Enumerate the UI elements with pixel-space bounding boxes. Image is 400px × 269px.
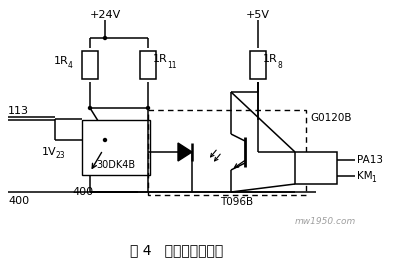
Text: +5V: +5V xyxy=(246,10,270,20)
Text: 400: 400 xyxy=(8,196,29,206)
Text: 23: 23 xyxy=(56,151,66,161)
Bar xyxy=(295,152,337,184)
Text: mw1950.com: mw1950.com xyxy=(295,218,356,226)
Text: T096B: T096B xyxy=(220,197,253,207)
Text: 8: 8 xyxy=(277,61,282,69)
Text: 30DK4B: 30DK4B xyxy=(96,160,136,170)
Text: 1: 1 xyxy=(371,175,376,185)
Bar xyxy=(82,120,150,175)
Text: +24V: +24V xyxy=(89,10,121,20)
Circle shape xyxy=(104,37,106,40)
Circle shape xyxy=(146,107,150,109)
Bar xyxy=(82,51,98,79)
Text: KM: KM xyxy=(357,171,373,181)
Circle shape xyxy=(88,107,92,109)
Bar xyxy=(148,110,306,195)
Circle shape xyxy=(104,139,106,141)
Text: 图 4   接口电路原理图: 图 4 接口电路原理图 xyxy=(130,243,223,257)
Polygon shape xyxy=(178,143,192,161)
Bar xyxy=(250,51,266,79)
Text: 1R: 1R xyxy=(54,56,69,66)
Text: 4: 4 xyxy=(68,61,73,69)
Text: 1R: 1R xyxy=(263,54,278,64)
Bar xyxy=(140,51,156,79)
Text: 400: 400 xyxy=(72,187,93,197)
Text: G0120B: G0120B xyxy=(310,113,352,123)
Text: 11: 11 xyxy=(167,61,176,69)
Text: 113: 113 xyxy=(8,106,29,116)
Text: 1V: 1V xyxy=(42,147,57,157)
Text: PA13: PA13 xyxy=(357,155,383,165)
Text: 1R: 1R xyxy=(153,54,168,64)
